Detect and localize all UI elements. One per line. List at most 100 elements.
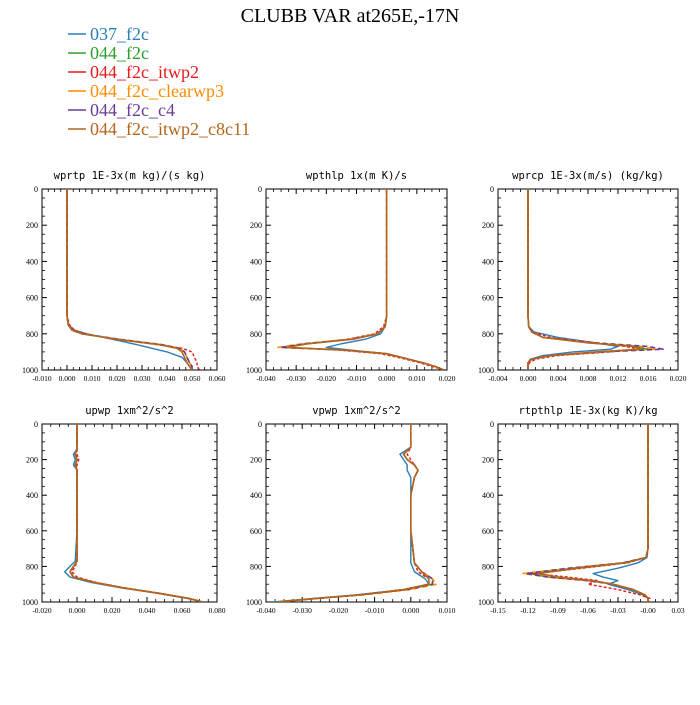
plot-frame [265,188,448,371]
panel-title: upwp 1xm^2/s^2 [85,405,174,417]
x-tick-label: -0.030 [293,606,313,615]
x-tick-label: 0.000 [69,606,86,615]
series-line [69,424,204,602]
series-group [66,189,201,370]
chart-panel: wprcp 1E-3x(m/s) (kg/kg) 0 200 400 600 800 100… [478,170,687,383]
panel-title: wpthlp 1x(m K)/s [306,170,407,182]
legend-label: 044_f2c [90,43,149,63]
figure-title: CLUBB VAR at265E,-17N [241,5,460,27]
x-tick-label: 0.010 [408,374,425,383]
series-line [69,424,204,602]
y-tick-label: 400 [482,491,494,500]
series-line [64,424,204,602]
y-tick-label: 800 [26,562,38,571]
legend-label: 044_f2c_itwp2 [90,62,199,82]
legend: 037_f2c044_f2c044_f2c_itwp2044_f2c_clear… [68,24,250,139]
y-tick-label: 200 [482,456,494,465]
series-line [286,189,445,370]
x-tick-label: -0.020 [32,606,52,615]
series-line [592,424,649,602]
x-tick-label: 0.012 [610,374,627,383]
series-line [527,189,642,370]
y-tick-label: 800 [482,330,494,339]
chart-panel: upwp 1xm^2/s^2 0 200 400 600 800 1000-0.020 0.0… [22,405,226,615]
legend-label: 044_f2c_clearwp3 [90,81,224,101]
x-tick-label: -0.004 [488,374,508,383]
y-tick-label: 400 [250,491,262,500]
x-tick-label: -0.010 [347,374,367,383]
y-tick-label: 800 [250,562,262,571]
x-tick-label: 0.050 [184,374,201,383]
x-tick-label: 0.010 [439,606,456,615]
x-tick-label: 0.020 [109,374,126,383]
y-tick-label: 400 [26,257,38,266]
x-tick-label: -0.010 [32,374,52,383]
legend-label: 044_f2c_c4 [90,100,175,120]
series-line [276,424,437,602]
x-tick-label: 0.000 [520,374,537,383]
y-tick-label: 400 [482,257,494,266]
x-tick-label: 0.004 [550,374,567,383]
y-tick-label: 1000 [478,598,494,607]
x-tick-label: 0.060 [209,374,226,383]
x-tick-label: -0.030 [286,374,306,383]
y-tick-label: 1000 [246,366,262,375]
y-tick-label: 0 [34,185,38,194]
x-tick-label: -0.12 [520,606,536,615]
x-tick-label: -0.00 [640,606,656,615]
y-tick-label: 200 [26,456,38,465]
panels: wprtp 1E-3x(m kg)/(s kg) 0 200 400 600 800 100… [22,170,687,615]
y-tick-label: 600 [482,294,494,303]
x-tick-label: -0.09 [550,606,566,615]
chart-panel: rtpthlp 1E-3x(kg K)/kg02004006008001000-… [478,405,685,615]
x-tick-label: 0.016 [640,374,657,383]
plot-frame [497,423,679,603]
series-line [66,189,193,370]
y-tick-label: 400 [250,257,262,266]
series-line [69,424,204,602]
series-line [66,189,193,370]
y-tick-label: 0 [490,185,494,194]
x-tick-label: 0.020 [670,374,687,383]
x-tick-label: 0.000 [402,606,419,615]
y-tick-label: 800 [482,562,494,571]
series-group [64,424,204,602]
series-group [522,424,651,602]
chart-panel: wpthlp 1x(m K)/s 0 200 400 600 800 1000-0.040 -… [246,170,456,383]
y-tick-label: 1000 [246,598,262,607]
y-tick-label: 0 [258,420,262,429]
x-tick-label: -0.06 [580,606,596,615]
series-line [527,189,642,370]
y-tick-label: 600 [250,527,262,536]
x-tick-label: -0.15 [490,606,506,615]
series-line [277,189,445,370]
x-tick-label: 0.008 [580,374,597,383]
y-tick-label: 200 [250,456,262,465]
series-group [273,424,437,602]
x-tick-label: 0.060 [174,606,191,615]
x-tick-label: 0.030 [134,374,151,383]
panel-title: rtpthlp 1E-3x(kg K)/kg [518,405,657,417]
x-tick-label: 0.040 [139,606,156,615]
series-group [277,189,445,370]
legend-label: 044_f2c_itwp2_c8c11 [90,119,250,139]
x-tick-label: 0.010 [84,374,101,383]
y-tick-label: 1000 [478,366,494,375]
x-tick-label: -0.03 [610,606,626,615]
x-tick-label: -0.040 [256,374,276,383]
y-tick-label: 200 [26,221,38,230]
y-tick-label: 600 [26,527,38,536]
series-line [537,424,649,602]
y-tick-label: 0 [34,420,38,429]
x-tick-label: -0.040 [256,606,276,615]
y-tick-label: 0 [490,420,494,429]
x-tick-label: -0.010 [365,606,385,615]
y-tick-label: 1000 [22,598,38,607]
legend-label: 037_f2c [90,24,149,44]
panel-title: vpwp 1xm^2/s^2 [312,405,401,417]
panel-title: wprtp 1E-3x(m kg)/(s kg) [54,170,206,182]
series-line [66,189,201,370]
series-line [325,189,445,370]
x-tick-label: 0.080 [209,606,226,615]
